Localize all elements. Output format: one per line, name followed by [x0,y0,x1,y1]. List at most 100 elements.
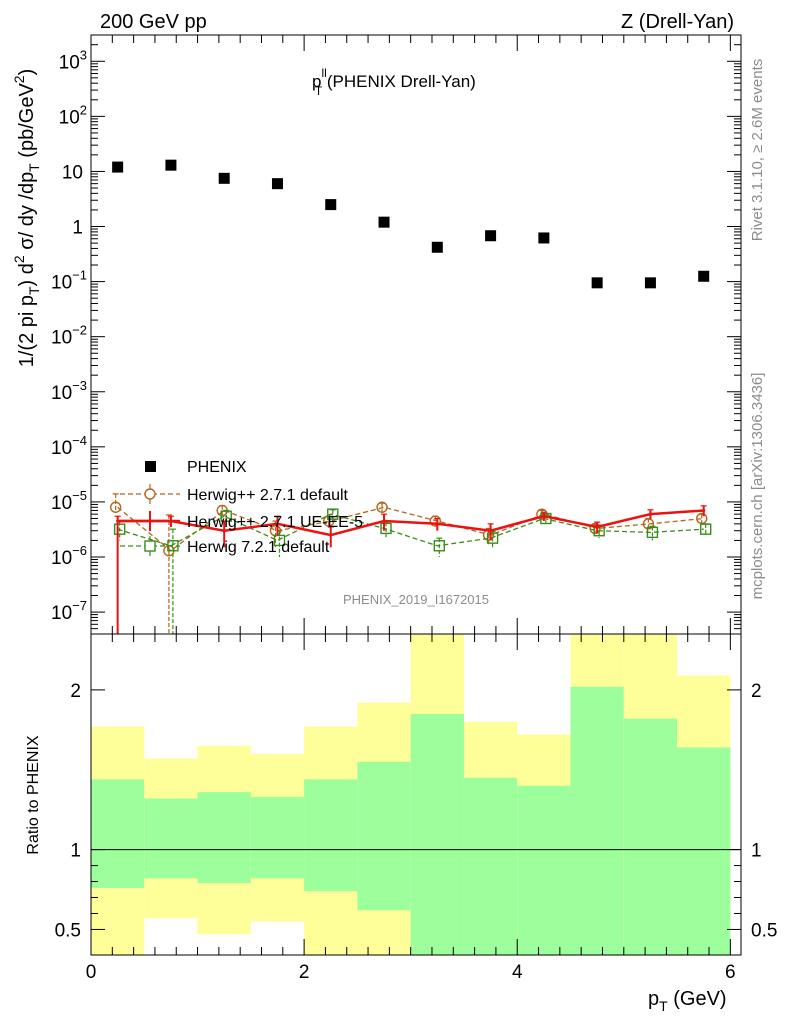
plot-title-base: p [312,72,321,91]
data-point [642,518,655,530]
rivet-label: Rivet 3.1.10, ≥ 2.6M events [749,59,766,242]
ratio-band-inner [410,713,464,955]
plot-title-sub: T [315,84,323,98]
header-right: Z (Drell-Yan) [621,11,734,33]
ratio-y-tick-label: 0.5 [751,920,777,941]
series-line [117,506,704,552]
data-point [275,522,279,526]
y-tick-label: 10−3 [51,378,87,404]
data-point [112,161,124,173]
ratio-band-inner [517,785,571,955]
plot-title-rest: (PHENIX Drell-Yan) [322,72,476,91]
legend-label: Herwig++ 2.7.1 UE-EE-5 [187,514,363,531]
legend-marker [144,488,156,500]
data-point [376,501,388,513]
header-left: 200 GeV pp [100,11,207,33]
data-point [218,172,230,184]
series-line [117,513,704,547]
data-point [489,529,493,533]
data-point [325,199,337,211]
series-line [117,509,704,537]
legend-marker-phenix [145,461,156,472]
ratio-band-inner [91,779,145,888]
x-tick-label: 4 [512,962,523,983]
y-tick-label: 10−2 [51,323,87,349]
y-tick-label: 10−6 [51,543,87,569]
data-point [382,519,386,523]
legend-label: Herwig 7.2.1 default [187,539,330,556]
y-tick-label: 102 [59,102,87,128]
data-point [431,241,443,253]
analysis-label: PHENIX_2019_I1672015 [343,592,489,607]
y-tick-label: 10−4 [51,433,87,459]
data-point [327,508,339,520]
data-point [380,522,392,535]
ratio-y-tick-label: 2 [70,681,81,702]
x-axis-label: pT (GeV) [648,988,727,1014]
ratio-band-inner [570,686,624,955]
y-tick-label: 10−1 [51,268,87,294]
data-point [485,230,497,242]
data-point [165,159,177,171]
x-tick-label: 2 [299,962,310,983]
data-point [486,532,499,544]
data-point [591,277,603,289]
data-point [698,270,710,282]
ratio-band-inner [250,796,305,879]
data-point [702,508,706,512]
data-point [271,178,283,190]
ratio-plot-axes: 0.5 0.5 1 1 2 2 0 2 4 6 [55,633,777,983]
main-plot-axes: 10−7 10−6 10−5 10−4 10−3 10−2 10−1 1 10 102 103 [51,34,742,635]
y-tick-label: 10−7 [51,598,87,624]
data-point [595,525,599,529]
ratio-bands [91,634,741,955]
legend-label: Herwig++ 2.7.1 default [187,487,349,504]
x-tick-label: 0 [86,962,97,983]
data-point [273,534,286,547]
ratio-axis-label: Ratio to PHENIX [25,735,42,854]
data-point [646,526,659,539]
data-point [644,277,656,289]
ratio-band-inner [144,798,198,879]
ratio-band-inner [623,718,678,955]
legend-marker [144,540,156,552]
data-point [700,523,712,535]
ratio-band-inner [357,761,411,911]
y-tick-label: 1 [72,218,83,239]
ratio-y-tick-label: 1 [751,841,762,862]
ratio-y-tick-label: 0.5 [55,920,81,941]
data-point [542,514,546,518]
plot-title-sup: ll [321,66,326,80]
data-point [109,501,122,513]
data-point [433,540,446,552]
plot-title: pll T (PHENIX Drell-Yan) [312,66,476,98]
y-tick-label: 103 [59,47,87,73]
legend: PHENIX Herwig++ 2.7.1 default Herwig++ 2.7… [120,459,363,556]
y-tick-label: 10−5 [51,488,87,514]
data-point [648,512,652,516]
main-plot-series [109,159,712,634]
data-point [589,522,601,535]
ratio-band-inner [677,747,731,955]
ratio-band-inner [463,777,518,955]
x-tick-label: 6 [725,962,736,983]
legend-label: PHENIX [187,459,247,476]
ratio-plot-frame [90,633,742,956]
y-axis-label: 1/(2 pi pT) d2 σ/ dy /dpT (pb/GeV2) [11,69,42,368]
data-point [113,523,126,535]
data-point [538,232,550,244]
data-point [222,529,226,533]
data-point [429,515,442,527]
data-point [116,519,120,523]
mcplots-label: mcplots.cern.ch [arXiv:1306.3436] [749,373,766,600]
ratio-y-tick-label: 1 [70,841,81,862]
data-point [378,216,390,228]
ratio-y-tick-label: 2 [751,681,762,702]
data-point [323,515,335,527]
ratio-band-inner [197,792,251,884]
data-point [435,522,439,526]
ratio-band-inner [304,779,358,892]
data-point [329,533,333,537]
y-tick-label: 10 [62,162,83,183]
